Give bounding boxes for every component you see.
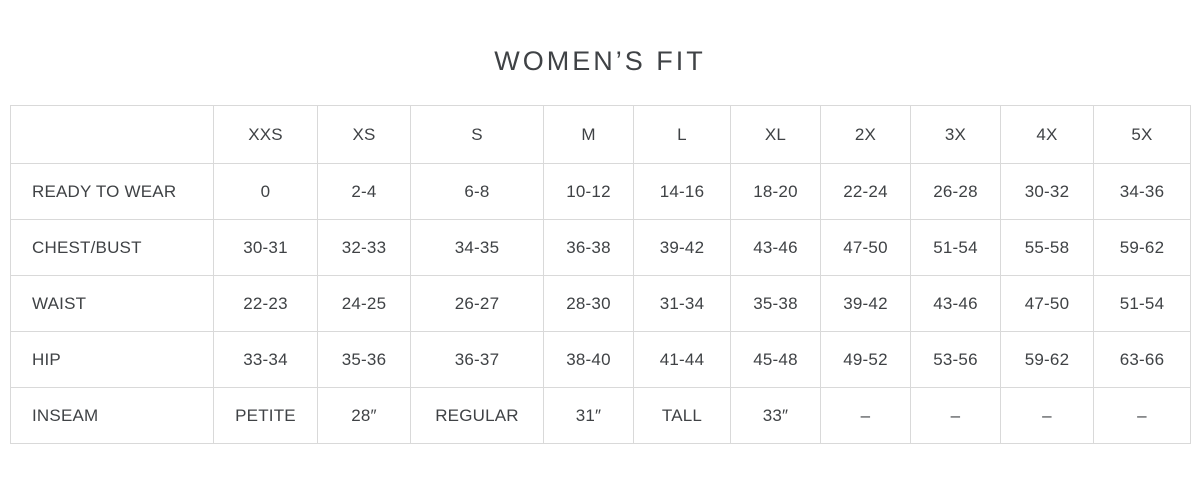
column-header-3x: 3X (910, 105, 1001, 164)
table-cell: 34-36 (1093, 163, 1191, 220)
table-cell: 30-32 (1000, 163, 1094, 220)
column-header-s: S (410, 105, 544, 164)
table-cell: 22-24 (820, 163, 911, 220)
row-label: HIP (10, 331, 214, 388)
table-cell: 31-34 (633, 275, 731, 332)
table-cell: 63-66 (1093, 331, 1191, 388)
table-cell: 18-20 (730, 163, 821, 220)
table-cell: 32-33 (317, 219, 411, 276)
column-header-l: L (633, 105, 731, 164)
table-cell: – (910, 387, 1001, 444)
table-cell: – (820, 387, 911, 444)
table-cell: 2-4 (317, 163, 411, 220)
table-cell: 0 (213, 163, 318, 220)
corner-cell (10, 105, 214, 164)
table-cell: – (1000, 387, 1094, 444)
table-cell: 45-48 (730, 331, 821, 388)
size-table-body: READY TO WEAR 0 2-4 6-8 10-12 14-16 18-20 22-24… (10, 163, 1191, 444)
table-cell: 55-58 (1000, 219, 1094, 276)
row-label: READY TO WEAR (10, 163, 214, 220)
row-label: CHEST/BUST (10, 219, 214, 276)
header-row: XXS XS S M L XL 2X 3X 4X 5X (10, 105, 1191, 164)
table-cell: 51-54 (1093, 275, 1191, 332)
table-cell: 22-23 (213, 275, 318, 332)
row-label: WAIST (10, 275, 214, 332)
table-row: INSEAM PETITE 28″ REGULAR 31″ TALL 33″ – – – – (10, 387, 1191, 444)
table-cell: 49-52 (820, 331, 911, 388)
table-cell: 14-16 (633, 163, 731, 220)
column-header-4x: 4X (1000, 105, 1094, 164)
table-cell: 43-46 (730, 219, 821, 276)
row-label: INSEAM (10, 387, 214, 444)
table-cell: 6-8 (410, 163, 544, 220)
table-cell: 41-44 (633, 331, 731, 388)
table-cell: 38-40 (543, 331, 634, 388)
table-cell: PETITE (213, 387, 318, 444)
size-table-container: XXS XS S M L XL 2X 3X 4X 5X READY TO WEAR 0 2-4 6-8 1… (10, 105, 1191, 444)
table-cell: 36-37 (410, 331, 544, 388)
size-table: XXS XS S M L XL 2X 3X 4X 5X READY TO WEAR 0 2-4 6-8 1… (10, 105, 1191, 444)
table-cell: 51-54 (910, 219, 1001, 276)
table-cell: 33-34 (213, 331, 318, 388)
page-title: WOMEN’S FIT (494, 46, 706, 76)
table-cell: 43-46 (910, 275, 1001, 332)
table-cell: 39-42 (633, 219, 731, 276)
table-cell: 28″ (317, 387, 411, 444)
table-cell: 10-12 (543, 163, 634, 220)
table-cell: 33″ (730, 387, 821, 444)
column-header-xxs: XXS (213, 105, 318, 164)
table-cell: 47-50 (820, 219, 911, 276)
table-cell: 59-62 (1000, 331, 1094, 388)
table-cell: 28-30 (543, 275, 634, 332)
table-cell: 35-38 (730, 275, 821, 332)
table-cell: 59-62 (1093, 219, 1191, 276)
table-cell: 39-42 (820, 275, 911, 332)
column-header-xl: XL (730, 105, 821, 164)
column-header-2x: 2X (820, 105, 911, 164)
table-row: WAIST 22-23 24-25 26-27 28-30 31-34 35-38 39-42… (10, 275, 1191, 332)
size-table-header: XXS XS S M L XL 2X 3X 4X 5X (10, 105, 1191, 164)
column-header-m: M (543, 105, 634, 164)
table-cell: 47-50 (1000, 275, 1094, 332)
table-cell: 53-56 (910, 331, 1001, 388)
table-cell: REGULAR (410, 387, 544, 444)
column-header-xs: XS (317, 105, 411, 164)
table-row: HIP 33-34 35-36 36-37 38-40 41-44 45-48 49-52 53… (10, 331, 1191, 388)
table-row: CHEST/BUST 30-31 32-33 34-35 36-38 39-42 43-46… (10, 219, 1191, 276)
column-header-5x: 5X (1093, 105, 1191, 164)
table-cell: – (1093, 387, 1191, 444)
table-cell: 35-36 (317, 331, 411, 388)
table-cell: 31″ (543, 387, 634, 444)
table-cell: 26-27 (410, 275, 544, 332)
table-cell: 26-28 (910, 163, 1001, 220)
table-cell: 24-25 (317, 275, 411, 332)
table-cell: 36-38 (543, 219, 634, 276)
table-cell: 30-31 (213, 219, 318, 276)
table-cell: TALL (633, 387, 731, 444)
table-cell: 34-35 (410, 219, 544, 276)
table-row: READY TO WEAR 0 2-4 6-8 10-12 14-16 18-20 22-24… (10, 163, 1191, 220)
